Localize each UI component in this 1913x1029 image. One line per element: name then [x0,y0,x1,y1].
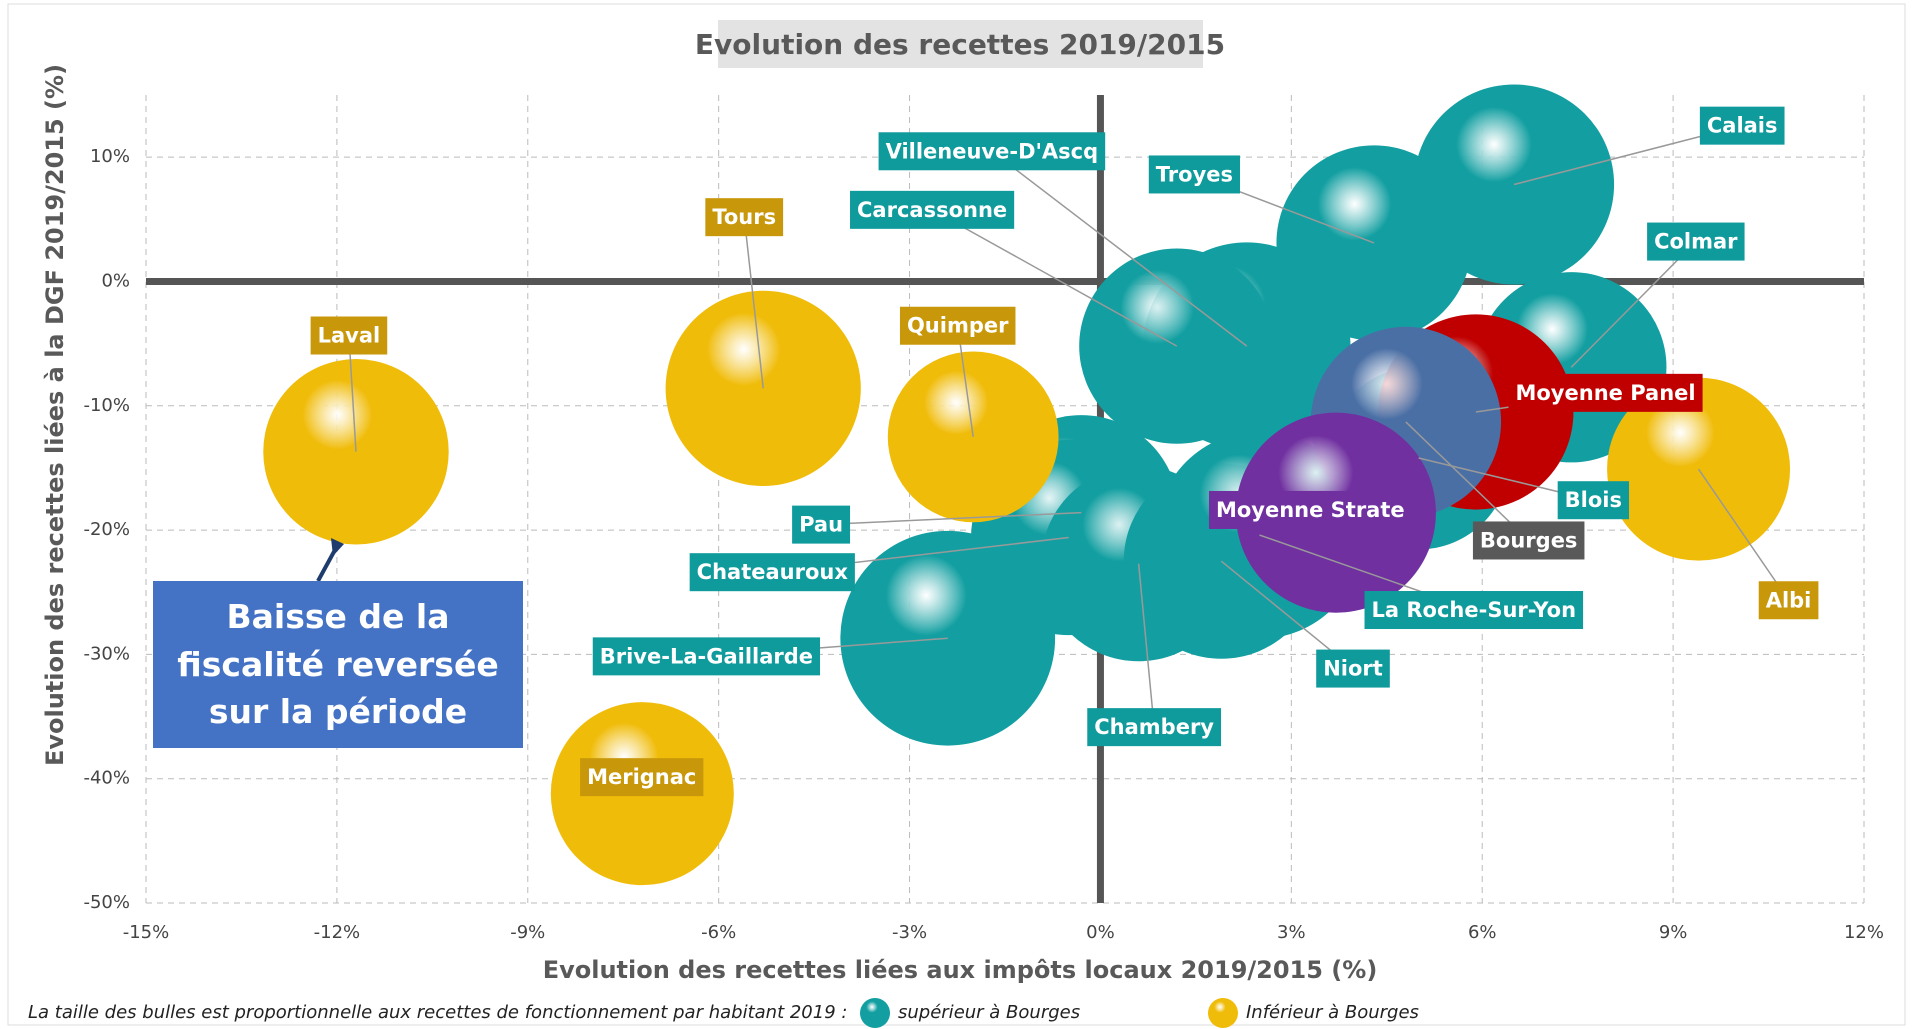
y-tick-label: -40% [83,768,130,789]
legend-marker [1208,998,1238,1028]
bubble-label: Pau [799,513,843,537]
size-note: La taille des bulles est proportionnelle… [28,1002,847,1023]
x-tick-label: 6% [1468,922,1497,943]
bubble-label: Laval [318,324,381,348]
bubble-label: Chambery [1094,715,1214,739]
x-tick-label: 9% [1659,922,1688,943]
bubble-label: Moyenne Strate [1216,498,1405,522]
y-axis-title: Evolution des recettes liées à la DGF 20… [41,64,69,766]
x-tick-label: 12% [1844,922,1884,943]
legend-marker [860,998,890,1028]
bubble-label: Quimper [907,314,1009,338]
bubble-label: Colmar [1654,230,1738,254]
bubble-label: Villeneuve-D'Ascq [886,139,1099,163]
page: Evolution des recettes 2019/2015 Evoluti… [0,0,1913,1029]
x-tick-label: -12% [314,922,361,943]
y-tick-label: 0% [101,270,130,291]
y-tick-label: -20% [83,519,130,540]
bubble-label: La Roche-Sur-Yon [1372,598,1577,622]
bubble-label: Troyes [1156,162,1233,186]
chart-title: Evolution des recettes 2019/2015 [695,28,1225,61]
legend-label: supérieur à Bourges [898,1002,1080,1023]
x-tick-label: 3% [1277,922,1306,943]
bubble-label: Blois [1565,488,1622,512]
y-tick-label: -10% [83,395,130,416]
bubble-label: Carcassonne [857,198,1007,222]
bubble-label: Niort [1323,657,1383,681]
bubble-label: Moyenne Panel [1515,381,1695,405]
x-tick-label: -6% [701,922,736,943]
bubble-label: Chateauroux [697,560,849,584]
chart: Evolution des recettes 2019/2015 Evoluti… [0,0,1913,1029]
bubble-label: Albi [1766,588,1812,612]
y-tick-label: -30% [83,643,130,664]
legend-label: Inférieur à Bourges [1246,1002,1419,1023]
bubble-label: Tours [712,205,776,229]
bubble-label: Bourges [1480,528,1578,552]
bubble-label: Brive-La-Gaillarde [600,644,813,668]
y-tick-label: 10% [90,146,130,167]
x-tick-label: -9% [510,922,545,943]
x-tick-label: -3% [892,922,927,943]
bubble [1414,84,1614,284]
x-tick-label: -15% [123,922,170,943]
x-tick-label: 0% [1086,922,1115,943]
y-tick-label: -50% [83,892,130,913]
annotation: Baisse de la fiscalité reversée sur la p… [153,581,523,748]
x-axis-title: Evolution des recettes liées aux impôts … [543,956,1378,984]
bubble-label: Merignac [587,765,696,789]
bubble-label: Calais [1707,114,1778,138]
